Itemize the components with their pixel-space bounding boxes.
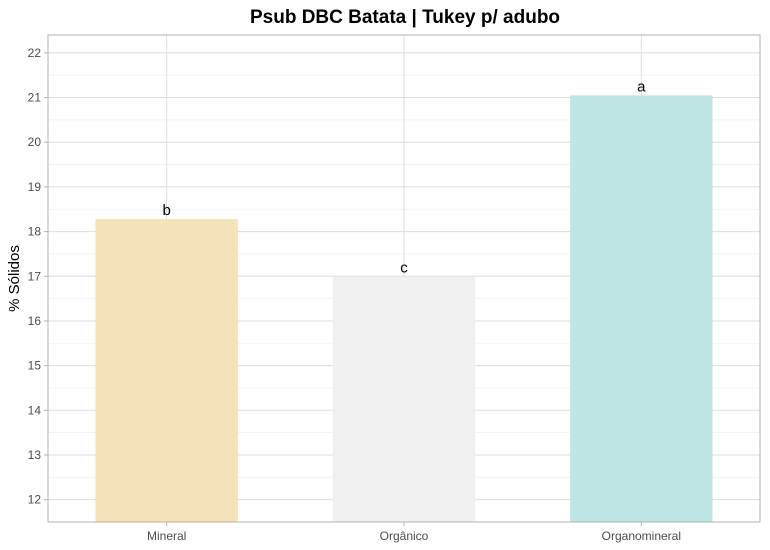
y-tick-label: 18 (28, 225, 42, 239)
y-tick-label: 16 (28, 314, 42, 328)
y-tick-label: 14 (28, 403, 42, 417)
y-tick-label: 19 (28, 180, 42, 194)
bar-organomineral (570, 95, 713, 522)
y-tick-label: 13 (28, 448, 42, 462)
y-tick-label: 20 (28, 135, 42, 149)
y-tick-label: 17 (28, 269, 42, 283)
bar-significance-label: b (162, 202, 170, 219)
bar-organico (332, 276, 476, 522)
bar-significance-label: a (637, 78, 646, 95)
bars: b c a (95, 78, 713, 522)
bar-significance-label: c (400, 260, 408, 277)
y-tick-label: 21 (28, 91, 42, 105)
y-tick-label: 15 (28, 359, 42, 373)
x-tick-label: Organomineral (602, 529, 681, 543)
chart-title: Psub DBC Batata | Tukey p/ adubo (250, 7, 560, 28)
y-tick-label: 12 (28, 493, 42, 507)
x-tick-label: Mineral (147, 529, 186, 543)
bar-mineral (95, 219, 238, 522)
y-axis-label: % Sólidos (6, 245, 23, 312)
x-tick-label: Orgânico (380, 529, 429, 543)
axis-ticks: 12 13 14 15 16 17 18 19 20 21 22 Mineral Orgânico Org… (28, 46, 681, 543)
y-tick-label: 22 (28, 46, 42, 60)
